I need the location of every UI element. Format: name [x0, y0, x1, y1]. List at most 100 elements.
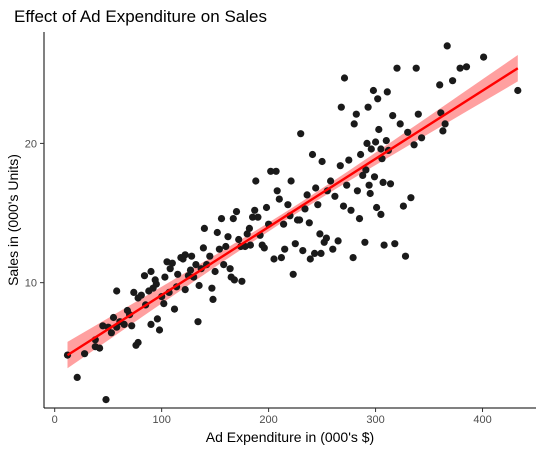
data-point	[456, 64, 464, 72]
x-tick-label: 300	[366, 414, 384, 426]
data-point	[393, 64, 401, 72]
data-point	[396, 120, 404, 128]
data-point	[232, 208, 241, 216]
data-point	[439, 127, 447, 135]
data-point	[107, 329, 115, 337]
chart-title: Effect of Ad Expenditure on Sales	[14, 7, 267, 26]
data-point	[441, 120, 449, 128]
data-point	[245, 224, 253, 232]
data-point	[188, 252, 196, 260]
data-point	[369, 86, 377, 95]
data-point	[96, 344, 104, 352]
data-point	[462, 63, 471, 71]
data-point	[329, 245, 337, 253]
data-point	[363, 139, 371, 147]
data-point	[373, 203, 381, 212]
data-point	[230, 276, 238, 284]
data-point	[361, 238, 369, 246]
data-point	[262, 203, 271, 212]
data-point	[345, 156, 353, 164]
data-point	[213, 228, 221, 237]
data-point	[249, 213, 257, 221]
data-point	[380, 241, 388, 249]
data-point	[238, 277, 246, 285]
x-axis-label: Ad Expenditure in (000's $)	[206, 429, 374, 445]
data-point	[209, 295, 217, 303]
data-point	[281, 245, 289, 253]
data-point	[449, 77, 457, 85]
data-point	[386, 180, 395, 188]
data-point	[327, 177, 335, 185]
data-point	[350, 120, 358, 128]
data-point	[297, 130, 305, 138]
data-point	[374, 95, 382, 103]
data-point	[73, 373, 81, 381]
data-point	[251, 206, 259, 214]
data-point	[357, 150, 365, 159]
y-tick-label: 10	[25, 278, 37, 290]
data-point	[170, 305, 179, 313]
data-point	[480, 53, 488, 61]
data-point	[195, 281, 203, 290]
data-point	[379, 178, 387, 186]
data-point	[337, 103, 345, 111]
data-point	[140, 272, 149, 280]
data-point	[291, 240, 299, 248]
data-point	[147, 267, 155, 276]
data-point	[331, 192, 339, 200]
data-point	[353, 187, 361, 195]
data-point	[410, 141, 418, 149]
data-point	[389, 112, 397, 120]
data-point	[401, 252, 410, 260]
data-point	[161, 273, 169, 281]
data-point	[137, 291, 145, 299]
data-point	[339, 202, 348, 210]
data-point	[336, 162, 344, 170]
y-tick-label: 20	[25, 138, 37, 150]
data-point	[147, 320, 155, 328]
data-point	[152, 280, 160, 288]
data-point	[235, 235, 243, 244]
data-point	[199, 244, 207, 252]
data-point	[81, 350, 89, 358]
data-point	[382, 137, 390, 145]
data-point	[222, 242, 230, 251]
data-point	[322, 234, 330, 242]
data-point	[377, 210, 385, 218]
data-point	[366, 189, 374, 198]
data-point	[301, 205, 309, 213]
data-point	[314, 201, 322, 209]
data-point	[275, 195, 283, 203]
data-point	[120, 320, 128, 328]
data-point	[260, 244, 268, 252]
data-point	[252, 177, 260, 185]
data-point	[362, 166, 370, 174]
data-point	[229, 215, 237, 223]
data-point	[308, 150, 317, 159]
data-point	[208, 284, 216, 292]
data-point	[303, 191, 311, 199]
data-point	[113, 287, 121, 295]
data-point	[284, 201, 292, 209]
data-point	[343, 181, 351, 189]
data-point	[372, 138, 380, 146]
data-point	[318, 157, 326, 166]
data-point	[391, 240, 399, 248]
data-point	[289, 270, 297, 278]
data-point	[224, 233, 232, 241]
data-point	[155, 326, 164, 334]
data-point	[130, 288, 138, 296]
data-point	[375, 125, 383, 134]
data-point	[246, 241, 254, 249]
data-point	[109, 313, 118, 322]
data-point	[181, 286, 189, 294]
data-point	[217, 215, 226, 223]
x-ticks: 0 100 200 300 400	[52, 408, 492, 426]
data-point	[296, 216, 304, 224]
x-tick-label: 400	[473, 414, 491, 426]
data-point	[186, 266, 195, 274]
data-point	[407, 194, 415, 202]
data-point	[192, 261, 200, 269]
data-point	[220, 261, 228, 269]
data-point	[299, 247, 307, 255]
